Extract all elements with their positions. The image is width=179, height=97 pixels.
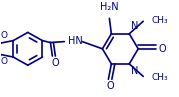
Text: CH₃: CH₃ (151, 16, 168, 25)
Text: HN: HN (68, 36, 83, 46)
Text: N: N (131, 66, 139, 76)
Text: O: O (52, 58, 59, 68)
Text: O: O (1, 57, 8, 66)
Text: CH₃: CH₃ (151, 73, 168, 82)
Text: N: N (131, 21, 139, 31)
Text: H₂N: H₂N (100, 2, 119, 12)
Text: O: O (107, 81, 114, 91)
Text: O: O (1, 31, 8, 40)
Text: O: O (158, 44, 166, 54)
